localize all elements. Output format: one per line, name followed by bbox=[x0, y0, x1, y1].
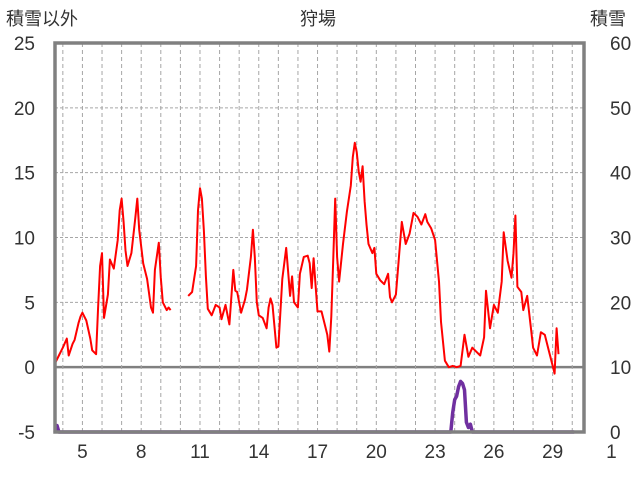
chart-title: 狩場 bbox=[300, 9, 336, 30]
y-right-tick-label: 10 bbox=[610, 358, 631, 379]
x-tick-label: 20 bbox=[366, 442, 387, 463]
y-left-tick-label: 5 bbox=[24, 293, 35, 314]
left-axis-title: 積雪以外 bbox=[6, 9, 78, 30]
x-tick-label: 14 bbox=[248, 442, 270, 463]
y-left-tick-label: 20 bbox=[14, 99, 35, 120]
x-tick-label: 5 bbox=[77, 442, 88, 463]
y-left-tick-label: 25 bbox=[14, 34, 35, 55]
y-left-tick-label: 15 bbox=[14, 164, 35, 185]
x-tick-label: 23 bbox=[425, 442, 446, 463]
plot-frame bbox=[53, 41, 586, 434]
x-tick-label: 29 bbox=[542, 442, 563, 463]
x-tick-label: 1 bbox=[606, 442, 617, 463]
y-right-tick-label: 40 bbox=[610, 164, 631, 185]
x-tick-label: 8 bbox=[136, 442, 147, 463]
y-left-tick-label: 0 bbox=[24, 358, 35, 379]
x-tick-label: 26 bbox=[483, 442, 504, 463]
y-left-tick-label: 10 bbox=[14, 229, 35, 250]
x-tick-label: 11 bbox=[190, 442, 210, 463]
y-right-tick-label: 30 bbox=[610, 229, 631, 250]
grid-layer bbox=[55, 43, 584, 432]
y-right-tick-label: 20 bbox=[610, 293, 631, 314]
y-right-tick-label: 0 bbox=[610, 423, 621, 444]
right-axis-title: 積雪 bbox=[590, 9, 626, 30]
y-right-tick-label: 60 bbox=[610, 34, 631, 55]
series-layer bbox=[53, 141, 575, 434]
y-right-tick-label: 50 bbox=[610, 99, 631, 120]
temperature-line bbox=[187, 141, 560, 375]
x-tick-label: 17 bbox=[307, 442, 328, 463]
snow-depth-line bbox=[53, 379, 575, 434]
y-left-tick-label: -5 bbox=[18, 423, 35, 444]
temperature-line bbox=[54, 197, 172, 364]
